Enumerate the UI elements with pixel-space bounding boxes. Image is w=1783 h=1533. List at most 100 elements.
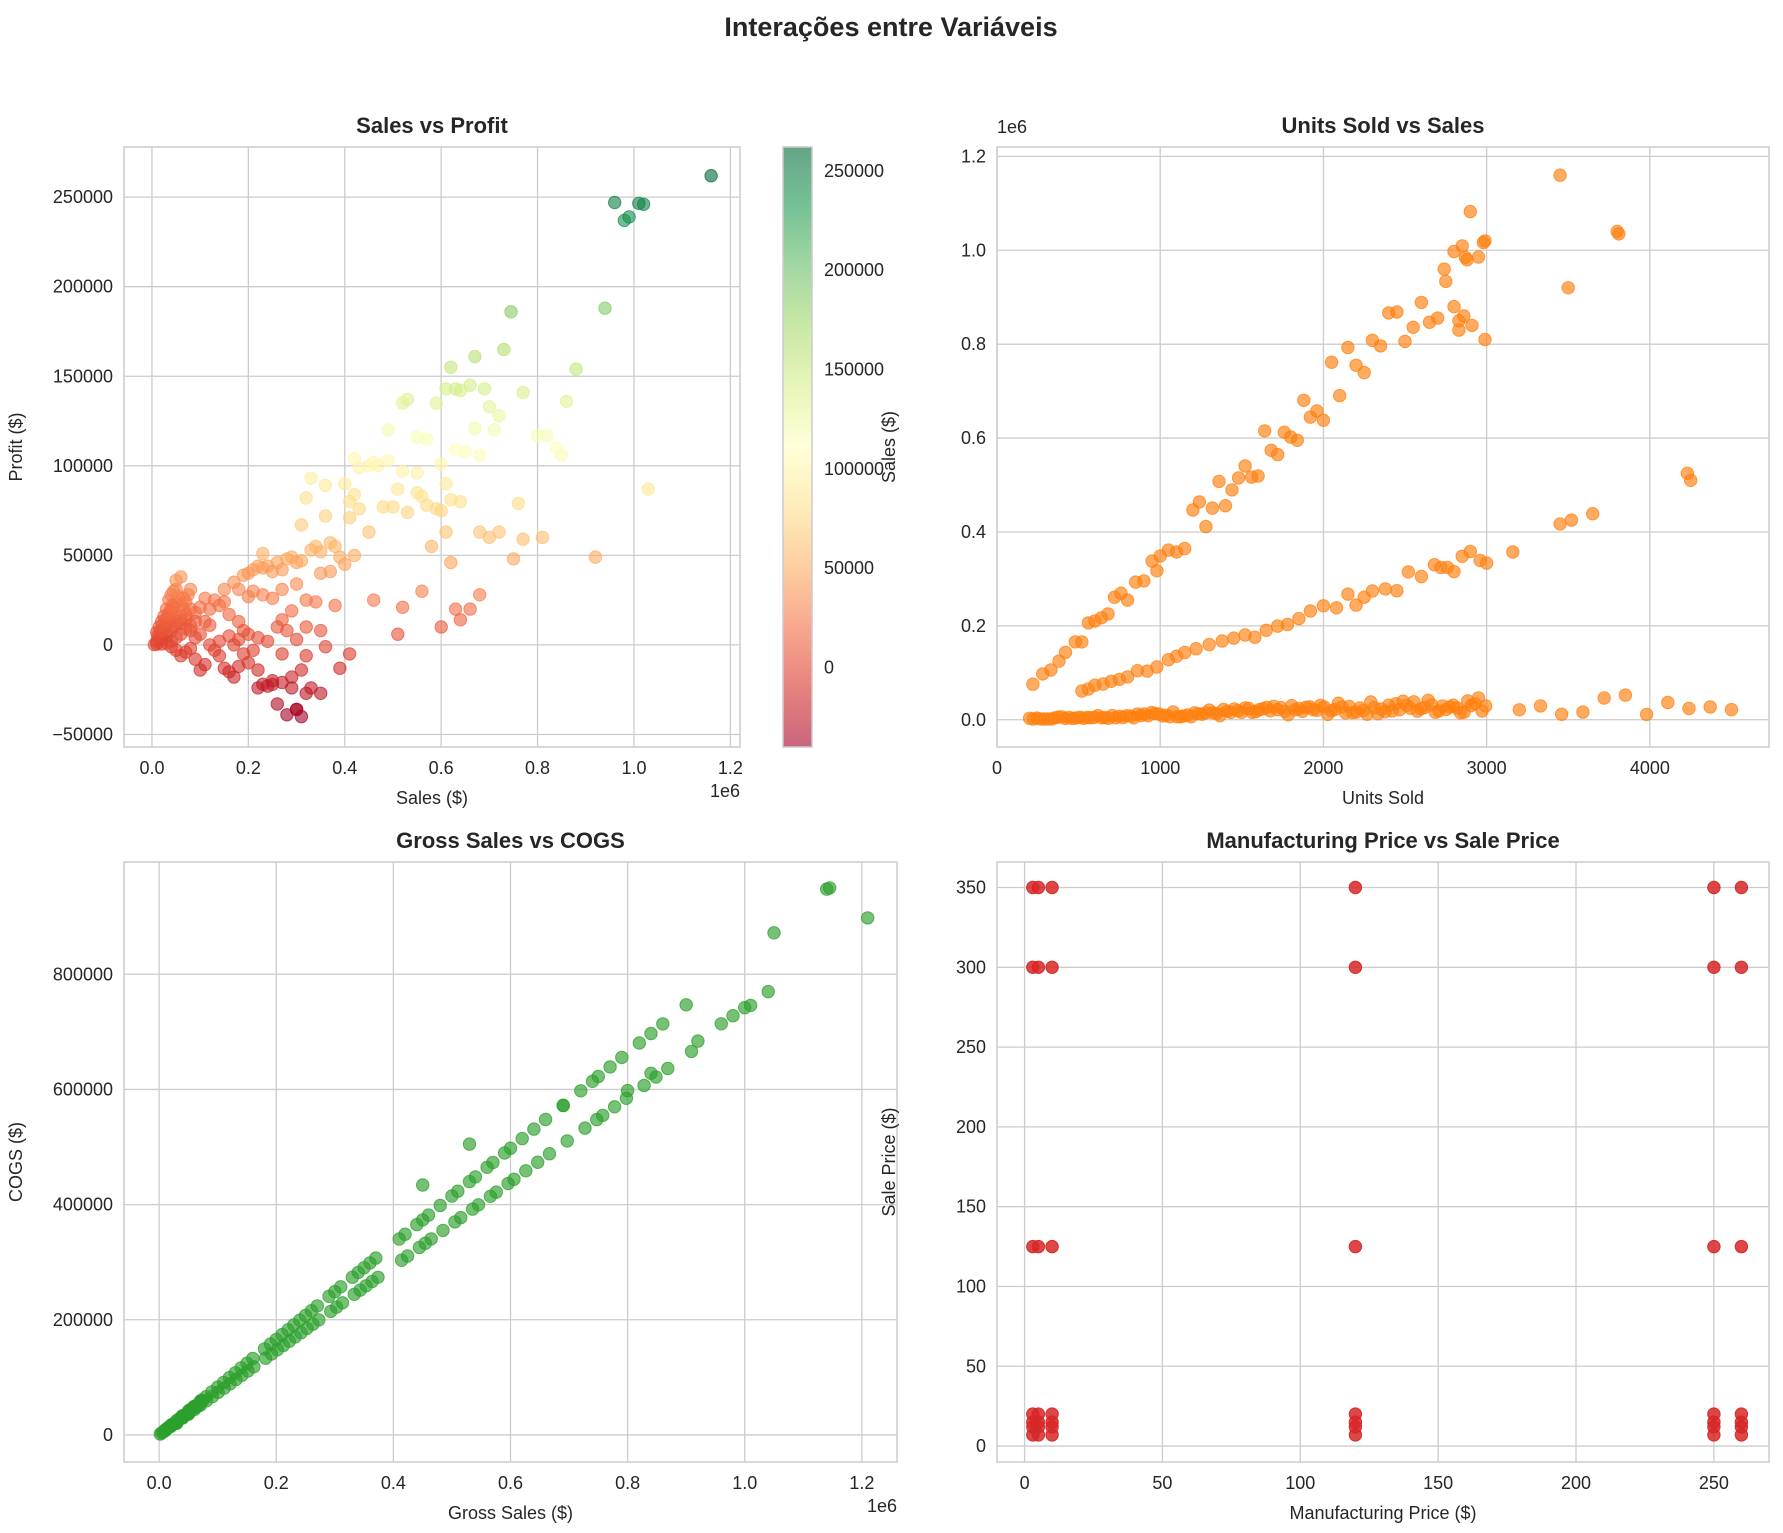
colorbar-tick-label: 0: [824, 658, 834, 678]
y-tick-label: 150: [956, 1197, 986, 1217]
data-point: [289, 577, 304, 591]
x-tick-label: 1.2: [718, 758, 743, 778]
data-point: [1703, 700, 1717, 714]
data-point: [1707, 960, 1721, 974]
x-tick-label: 100: [1285, 1473, 1315, 1493]
data-point: [473, 588, 487, 602]
data-point: [1401, 565, 1416, 579]
data-point: [492, 525, 506, 539]
data-point: [299, 649, 313, 663]
y-tick-label: 200: [956, 1117, 986, 1137]
plot-frame: [996, 861, 1770, 1463]
data-point: [188, 614, 203, 629]
data-point: [181, 1407, 196, 1421]
data-point: [454, 1210, 468, 1225]
data-point: [1533, 699, 1548, 713]
data-point: [538, 1112, 553, 1127]
data-point: [415, 584, 429, 598]
data-point: [222, 607, 236, 622]
data-point: [591, 1069, 605, 1084]
data-point: [371, 1270, 385, 1285]
y-tick-label: 0.4: [961, 522, 986, 542]
data-point: [323, 564, 337, 579]
data-point: [247, 1360, 261, 1374]
data-point: [504, 305, 518, 319]
y-tick-label: 100: [956, 1276, 986, 1296]
data-point: [381, 423, 395, 437]
data-point: [468, 349, 482, 364]
data-point: [381, 453, 395, 468]
data-point: [400, 505, 415, 520]
data-point: [1512, 703, 1527, 717]
data-point: [434, 620, 448, 634]
x-tick-label: 4000: [1630, 758, 1670, 778]
data-point: [1231, 471, 1246, 485]
y-tick-label: 200000: [53, 1310, 113, 1330]
data-point: [289, 632, 304, 647]
data-point: [265, 677, 280, 691]
y-tick-label: 0: [103, 635, 113, 655]
data-point: [1455, 239, 1469, 253]
data-point: [294, 518, 309, 532]
x-tick-label: 200: [1561, 1473, 1591, 1493]
data-point: [270, 697, 284, 711]
data-point: [1031, 1407, 1046, 1421]
data-point: [596, 1108, 610, 1123]
data-point: [632, 196, 646, 211]
data-point: [1192, 495, 1207, 509]
data-point: [507, 1172, 521, 1187]
data-point: [679, 998, 693, 1012]
data-point: [318, 640, 333, 654]
data-point: [1707, 880, 1721, 895]
y-tick-label: 800000: [53, 964, 113, 984]
data-point: [644, 1026, 658, 1041]
data-point: [473, 448, 487, 462]
data-point: [227, 638, 241, 652]
data-point: [275, 563, 289, 577]
data-point: [421, 1208, 436, 1222]
data-point: [492, 409, 506, 423]
data-point: [1479, 556, 1494, 570]
colorbar-tick-label: 150000: [824, 360, 884, 380]
scatter-points: [153, 881, 875, 1441]
data-point: [328, 598, 342, 613]
x-tick-label: 0.2: [236, 758, 261, 778]
data-point: [620, 1083, 635, 1098]
data-point: [1199, 519, 1213, 534]
x-tick-label: 0.8: [525, 758, 550, 778]
colorbar-tick-label: 50000: [824, 558, 874, 578]
data-point: [352, 460, 366, 475]
data-point: [641, 482, 656, 496]
data-point: [1734, 1407, 1749, 1421]
data-point: [1553, 168, 1567, 182]
data-point: [603, 1060, 617, 1074]
data-point: [1597, 691, 1611, 705]
data-point: [174, 570, 188, 584]
plot-area: [997, 862, 1769, 1462]
data-point: [1045, 1407, 1059, 1421]
data-point: [1310, 404, 1324, 418]
data-point: [395, 600, 410, 614]
x-tick-label: 0.6: [429, 758, 454, 778]
data-point: [1463, 544, 1478, 559]
data-point: [588, 550, 603, 564]
data-point: [598, 301, 612, 315]
data-point: [530, 428, 545, 443]
data-point: [1431, 311, 1445, 325]
data-point: [246, 643, 260, 657]
data-point: [542, 1147, 557, 1161]
data-point: [1178, 541, 1192, 556]
data-point: [335, 1296, 350, 1310]
x-tick-label: 0: [1020, 1473, 1030, 1493]
data-point: [241, 627, 256, 641]
y-tick-label: 0: [976, 1436, 986, 1456]
data-point: [471, 1198, 486, 1212]
data-point: [1303, 604, 1318, 618]
data-point: [420, 432, 434, 446]
x-tick-label: 1000: [1140, 758, 1180, 778]
data-point: [1437, 262, 1451, 276]
data-point: [1316, 413, 1331, 427]
data-point: [531, 1155, 545, 1169]
data-point: [823, 881, 837, 895]
data-point: [1341, 587, 1355, 601]
